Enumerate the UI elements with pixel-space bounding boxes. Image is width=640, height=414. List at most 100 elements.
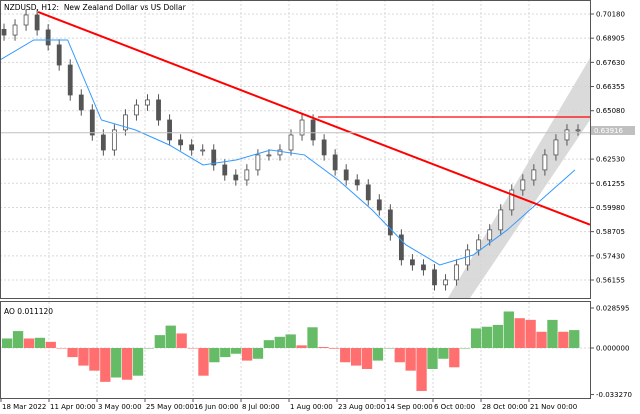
- ao-bar: [427, 348, 438, 369]
- price-tick-label: 0.61255: [596, 180, 625, 188]
- candle: [288, 134, 294, 151]
- ao-bar: [2, 338, 13, 348]
- candle: [321, 139, 327, 156]
- candle: [520, 179, 526, 191]
- ao-bar: [274, 336, 285, 348]
- time-tick-label: 8 Jul 00:00: [242, 403, 280, 411]
- candle: [575, 129, 581, 132]
- moving-average-line: [0, 39, 576, 266]
- ao-bar: [209, 348, 220, 363]
- ao-bar: [569, 330, 580, 348]
- candle: [89, 109, 95, 136]
- candle: [542, 154, 548, 171]
- ao-bar: [405, 348, 416, 371]
- candle: [487, 229, 493, 241]
- price-tick-label: 0.62530: [596, 156, 625, 164]
- time-tick-label: 25 May 00:00: [146, 403, 194, 411]
- time-tick-label: 6 Oct 00:00: [434, 403, 475, 411]
- ao-bar: [503, 311, 514, 348]
- symbol-description: New Zealand Dollar vs US Dollar: [63, 3, 186, 12]
- ao-bar: [67, 348, 78, 358]
- ao-label: AO 0.011120: [4, 307, 54, 316]
- chart-title: NZDUSD, H12: New Zealand Dollar vs US Do…: [4, 3, 186, 12]
- ao-bar: [383, 348, 395, 349]
- candle: [432, 269, 437, 286]
- candle: [67, 64, 73, 96]
- time-tick-label: 18 Mar 2022: [2, 403, 46, 411]
- ao-bar: [394, 348, 405, 363]
- candle: [1, 28, 7, 36]
- current-price-tag: [591, 126, 635, 135]
- ao-bar: [187, 348, 198, 349]
- candle: [553, 139, 559, 156]
- ao-bar: [100, 348, 111, 382]
- candle: [343, 169, 349, 181]
- candle: [564, 129, 570, 141]
- candle: [531, 169, 537, 181]
- price-tick-label: 0.58705: [596, 228, 625, 236]
- time-tick-label: 23 Aug 00:00: [338, 403, 385, 411]
- candles: [1, 9, 581, 291]
- price-tick-label: 0.67630: [596, 59, 625, 67]
- ao-bar: [198, 348, 209, 376]
- candle: [365, 184, 371, 201]
- ao-bar: [56, 348, 67, 349]
- candle: [332, 154, 338, 171]
- ao-bar: [525, 319, 536, 348]
- ao-bar: [78, 348, 89, 366]
- price-tick-label: 0.65080: [596, 107, 625, 115]
- ao-bar: [231, 348, 242, 354]
- candle: [277, 149, 283, 156]
- price-tick-label: 0.56155: [596, 276, 625, 284]
- ao-bar: [340, 348, 351, 363]
- ao-bar: [45, 341, 56, 348]
- ao-histogram: [0, 311, 590, 391]
- ao-bar: [449, 348, 460, 368]
- ao-bar: [176, 333, 187, 348]
- ao-bar: [12, 331, 24, 348]
- candle: [443, 279, 448, 286]
- candle: [244, 169, 250, 181]
- ao-bar: [34, 337, 46, 348]
- ao-tick-label: -0.033270: [596, 391, 632, 399]
- price-tick-label: 0.57430: [596, 252, 625, 260]
- ao-bar: [318, 347, 329, 348]
- time-axis: 18 Mar 2022 11 Apr 00:00 3 May 00:00 25 May…: [0, 398, 577, 411]
- ao-bar: [350, 348, 362, 366]
- candle: [178, 139, 184, 146]
- candle: [310, 119, 316, 141]
- time-tick-label: 28 Oct 00:00: [482, 403, 528, 411]
- trendline[interactable]: [37, 10, 591, 226]
- ao-bar: [89, 348, 100, 371]
- current-price-label: 0.63916: [594, 127, 623, 135]
- candle: [454, 264, 459, 281]
- candle: [222, 164, 228, 176]
- ao-bar: [121, 348, 133, 380]
- pane-frames: [0, 0, 591, 399]
- candle: [56, 44, 62, 66]
- candle: [509, 189, 515, 211]
- candle: [34, 14, 40, 31]
- ao-bar: [165, 325, 176, 348]
- candle: [387, 209, 393, 236]
- ao-bar: [558, 331, 569, 348]
- ao-bar: [361, 348, 373, 369]
- candle: [123, 114, 128, 131]
- ao-bar: [132, 348, 144, 376]
- time-tick-label: 1 Aug 00:00: [290, 403, 333, 411]
- ao-tick-label: 0.028595: [596, 305, 629, 313]
- price-channel[interactable]: [448, 58, 590, 298]
- price-tick-label: 0.66355: [596, 83, 625, 91]
- price-tick-label: 0.68905: [596, 35, 625, 43]
- ao-bar: [514, 318, 525, 348]
- ao-bar: [154, 335, 165, 348]
- candle: [421, 264, 426, 271]
- ao-bar: [492, 324, 504, 348]
- candle: [354, 179, 360, 186]
- ao-bar: [285, 334, 296, 348]
- ao-bar: [470, 328, 482, 348]
- ao-bar: [252, 348, 264, 359]
- candle: [111, 129, 117, 151]
- candle: [410, 259, 415, 266]
